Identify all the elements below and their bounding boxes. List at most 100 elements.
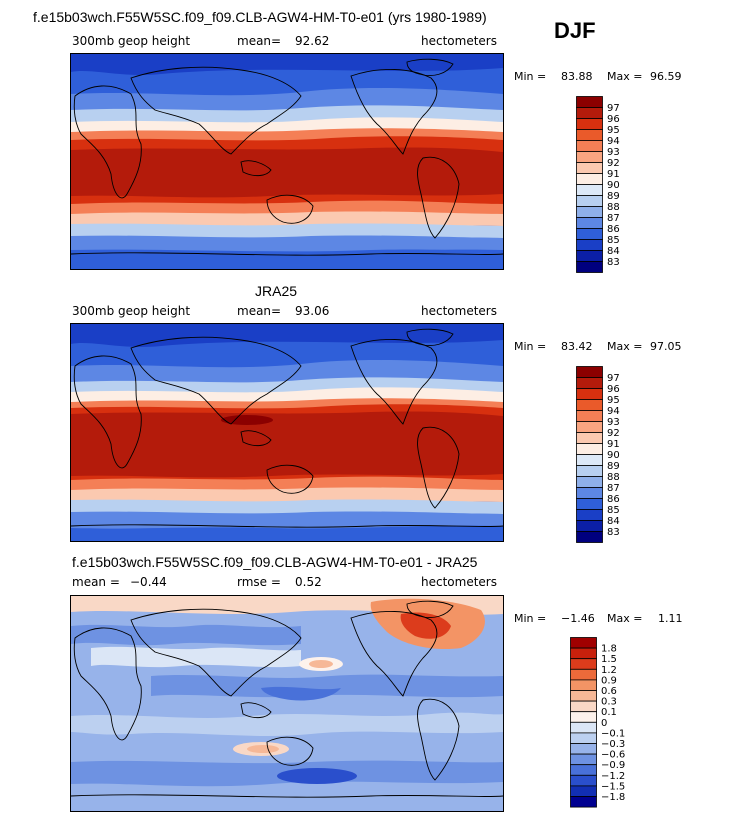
panel1-min-value: 83.88 <box>561 70 593 83</box>
figure-title: f.e15b03wch.F55W5SC.f09_f09.CLB-AGW4-HM-… <box>33 9 487 25</box>
colorbar-box <box>576 96 603 108</box>
panel3-max-value: 1.11 <box>658 612 683 625</box>
colorbar-box <box>576 239 603 251</box>
colorbar-tick-label: 83 <box>607 527 620 538</box>
colorbar-box <box>576 377 603 389</box>
panel2-mean-label: mean= <box>237 304 282 318</box>
colorbar-box <box>570 764 597 776</box>
colorbar-tick-label: 91 <box>607 169 620 180</box>
colorbar-tick-label: 87 <box>607 483 620 494</box>
colorbar-tick-label: 89 <box>607 461 620 472</box>
colorbar-tick-label: 93 <box>607 147 620 158</box>
colorbar-tick-label: 0.3 <box>601 697 617 708</box>
panel3-map <box>70 595 504 812</box>
colorbar-tick-label: 84 <box>607 246 620 257</box>
panel2-colorbar: 97 96 95 94 93 92 91 90 89 88 87 86 85 84 83 <box>576 366 656 549</box>
panel1-min-label: Min = <box>514 70 547 83</box>
colorbar-box <box>576 465 603 477</box>
colorbar-box <box>576 195 603 207</box>
colorbar-box <box>576 228 603 240</box>
colorbar-tick-label: 90 <box>607 450 620 461</box>
colorbar-box <box>576 261 603 273</box>
panel1-map-svg <box>71 54 503 269</box>
colorbar-box <box>576 509 603 521</box>
colorbar-box <box>570 796 597 808</box>
panel3-min-value: −1.46 <box>561 612 595 625</box>
panel2-min-value: 83.42 <box>561 340 593 353</box>
colorbar-box <box>576 162 603 174</box>
colorbar-box <box>576 184 603 196</box>
colorbar-box <box>576 151 603 163</box>
panel3-rmse-value: 0.52 <box>295 575 322 589</box>
panel1-units: hectometers <box>421 34 497 48</box>
colorbar-tick-label: 85 <box>607 235 620 246</box>
colorbar-box <box>576 498 603 510</box>
colorbar-box <box>570 690 597 702</box>
colorbar-box <box>576 531 603 543</box>
colorbar-box <box>570 753 597 766</box>
panel2-max-label: Max = <box>607 340 643 353</box>
panel2-max-value: 97.05 <box>650 340 682 353</box>
colorbar-tick-label: 1.8 <box>601 644 617 655</box>
colorbar-tick-label: −1.8 <box>601 792 625 803</box>
colorbar-tick-label: 83 <box>607 257 620 268</box>
colorbar-tick-label: 0 <box>601 718 607 729</box>
colorbar-box <box>576 476 603 488</box>
colorbar-tick-label: 94 <box>607 406 620 417</box>
colorbar-tick-label: −1.5 <box>601 781 625 792</box>
colorbar-tick-label: 97 <box>607 103 620 114</box>
colorbar-tick-label: 88 <box>607 472 620 483</box>
panel2-map <box>70 323 504 542</box>
panel1-mean-label: mean= <box>237 34 282 48</box>
colorbar-tick-label: 86 <box>607 224 620 235</box>
panel2-field: 300mb geop height <box>72 304 191 318</box>
colorbar-box <box>576 388 603 400</box>
colorbar-tick-label: 96 <box>607 384 620 395</box>
colorbar-box <box>576 217 603 229</box>
panel1-mean-value: 92.62 <box>295 34 330 48</box>
colorbar-tick-label: 97 <box>607 373 620 384</box>
colorbar-box <box>570 668 597 681</box>
colorbar-tick-label: 92 <box>607 428 620 439</box>
colorbar-tick-label: 88 <box>607 202 620 213</box>
panel1-colorbar: 97 96 95 94 93 92 91 90 89 88 87 86 85 84 83 <box>576 96 656 279</box>
colorbar-box <box>576 520 603 532</box>
panel1-max-value: 96.59 <box>650 70 682 83</box>
panel3-colorbar: 1.8 1.5 1.2 0.9 0.6 0.3 0.1 0 −0.1 −0.3 −0.6 −0.9 −1… <box>570 637 650 814</box>
panel2-mean-value: 93.06 <box>295 304 330 318</box>
panel3-max-label: Max = <box>607 612 643 625</box>
colorbar-box <box>570 774 597 787</box>
panel1-field: 300mb geop height <box>72 34 191 48</box>
colorbar-box <box>576 140 603 152</box>
colorbar-box <box>576 118 603 130</box>
colorbar-tick-label: 93 <box>607 417 620 428</box>
colorbar-tick-label: 87 <box>607 213 620 224</box>
colorbar-box <box>570 679 597 691</box>
colorbar-svg: 1.81.51.20.90.60.30.10−0.1−0.3−0.6−0.9−1… <box>570 637 625 808</box>
colorbar-box <box>570 700 597 713</box>
colorbar-box <box>576 399 603 411</box>
panel2-min-label: Min = <box>514 340 547 353</box>
colorbar-tick-label: 95 <box>607 125 620 136</box>
season-label: DJF <box>554 18 596 43</box>
colorbar-box <box>576 443 603 455</box>
colorbar-box <box>570 721 597 734</box>
colorbar-tick-label: 90 <box>607 180 620 191</box>
colorbar-tick-label: 0.6 <box>601 686 617 697</box>
panel3-mean-value: −0.44 <box>130 575 167 589</box>
colorbar-tick-label: −0.3 <box>601 739 625 750</box>
colorbar-box <box>576 250 603 262</box>
colorbar-tick-label: −0.6 <box>601 750 625 761</box>
colorbar-tick-label: 1.5 <box>601 654 617 665</box>
panel3-map-svg <box>71 596 503 811</box>
colorbar-box <box>570 743 597 755</box>
colorbar-box <box>576 421 603 433</box>
panel1-max-label: Max = <box>607 70 643 83</box>
colorbar-box <box>570 785 597 797</box>
colorbar-box <box>576 432 603 444</box>
colorbar-tick-label: 94 <box>607 136 620 147</box>
colorbar-box <box>570 637 597 649</box>
colorbar-tick-label: 0.1 <box>601 707 617 718</box>
